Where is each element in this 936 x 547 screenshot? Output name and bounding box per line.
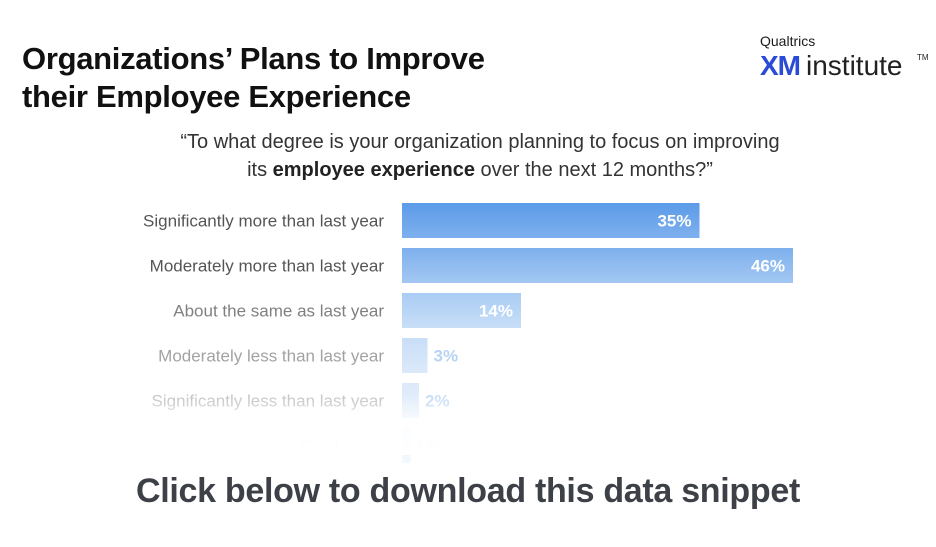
value-label: 35% [657,212,691,231]
category-label: Moderately more than last year [150,257,385,276]
value-label: 46% [751,257,785,276]
question-part-2: its [247,159,273,181]
logo-institute-text: institute [806,50,903,81]
bar [402,248,793,283]
question-emphasis: employee experience [272,159,475,181]
question-line-1: “To what degree is your organization pla… [180,131,780,153]
category-label: Moderately less than last year [158,347,384,366]
title-line-2: their Employee Experience [22,79,411,114]
bar [402,293,521,328]
category-label: Significantly more than last year [143,212,384,231]
value-label: 3% [434,347,459,366]
download-cta[interactable]: Click below to download this data snippe… [136,472,800,510]
survey-question: “To what degree is your organization pla… [100,128,860,184]
question-part-3: over the next 12 months?” [474,159,713,181]
category-label: About the same as last year [173,302,384,321]
qualtrics-xm-institute-logo: Qualtrics XM institute TM [760,33,930,83]
value-label: 14% [479,302,513,321]
logo-trademark: TM [917,53,929,62]
chart-title: Organizations’ Plans to Improve their Em… [22,40,582,116]
bar [402,203,700,238]
logo-qualtrics-text: Qualtrics [760,33,816,49]
bottom-fade-overlay [0,395,936,455]
logo-xm-text: XM [760,50,801,81]
title-line-1: Organizations’ Plans to Improve [22,41,485,76]
bar [402,338,428,373]
question-line-2: its employee experience over the next 12… [100,156,860,184]
